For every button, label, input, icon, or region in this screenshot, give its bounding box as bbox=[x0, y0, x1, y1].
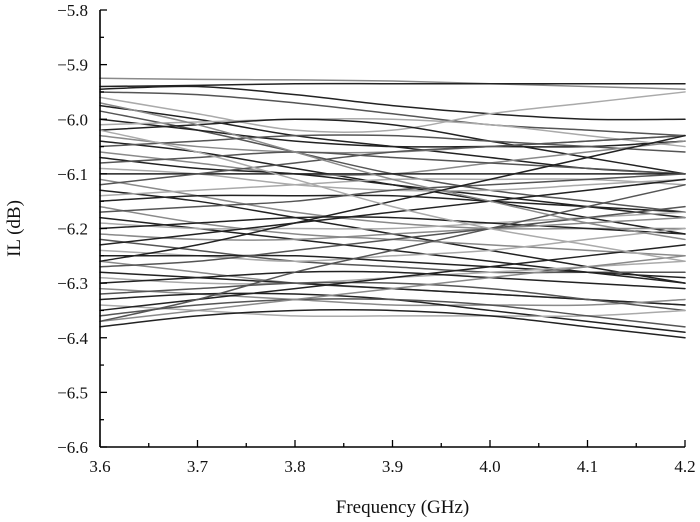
series-line-24 bbox=[99, 205, 686, 257]
y-tick-label: −6.4 bbox=[57, 329, 88, 348]
series-line-46 bbox=[99, 309, 686, 339]
y-tick-label: −5.9 bbox=[57, 56, 88, 75]
series-line-45 bbox=[99, 255, 686, 323]
series-line-4 bbox=[99, 91, 686, 137]
series-line-9 bbox=[99, 117, 686, 148]
series-line-49 bbox=[99, 134, 686, 263]
series-line-38 bbox=[99, 270, 686, 290]
series-line-1 bbox=[99, 77, 686, 90]
series-line-6 bbox=[99, 104, 686, 175]
series-line-47 bbox=[99, 184, 686, 323]
x-tick-label: 3.8 bbox=[284, 457, 305, 476]
y-tick-label: −6.3 bbox=[57, 274, 88, 293]
y-tick-label: −6.6 bbox=[57, 438, 88, 457]
series-line-5 bbox=[99, 91, 686, 133]
x-axis-title: Frequency (GHz) bbox=[336, 497, 469, 518]
series-line-39 bbox=[99, 287, 686, 307]
ticks: 3.6 3.7 3.8 3.9 4.0 4.1 4.2 −6.6 −6.5 −6.4 −6.3 −6.… bbox=[57, 1, 695, 476]
x-tick-label: 4.1 bbox=[577, 457, 598, 476]
series-layer bbox=[99, 77, 686, 339]
series-line-27 bbox=[99, 211, 686, 230]
y-tick-label: −6.0 bbox=[57, 110, 88, 129]
series-line-2 bbox=[99, 82, 686, 88]
series-line-3 bbox=[99, 85, 686, 121]
series-line-22 bbox=[99, 178, 686, 197]
x-tick-label: 4.0 bbox=[479, 457, 500, 476]
series-line-35 bbox=[99, 205, 686, 268]
series-line-8 bbox=[99, 118, 686, 148]
x-tick-label: 3.7 bbox=[187, 457, 209, 476]
y-axis-title: IL (dB) bbox=[4, 200, 25, 257]
series-line-44 bbox=[99, 298, 686, 328]
series-line-16 bbox=[99, 151, 686, 175]
series-line-15 bbox=[99, 156, 686, 219]
series-line-20 bbox=[99, 134, 686, 186]
y-tick-label: −5.8 bbox=[57, 1, 88, 20]
series-line-13 bbox=[99, 134, 686, 153]
y-tick-label: −6.1 bbox=[57, 165, 88, 184]
series-line-33 bbox=[99, 254, 686, 279]
y-tick-label: −6.2 bbox=[57, 220, 88, 239]
series-line-31 bbox=[99, 178, 686, 246]
series-line-25 bbox=[99, 173, 686, 213]
x-tick-label: 3.9 bbox=[382, 457, 403, 476]
y-tick-label: −6.5 bbox=[57, 383, 88, 402]
x-tick-label: 3.6 bbox=[89, 457, 110, 476]
series-line-48 bbox=[99, 102, 686, 241]
series-line-40 bbox=[99, 281, 686, 312]
x-tick-label: 4.2 bbox=[674, 457, 695, 476]
series-line-50 bbox=[99, 129, 686, 263]
series-line-28 bbox=[99, 216, 686, 235]
